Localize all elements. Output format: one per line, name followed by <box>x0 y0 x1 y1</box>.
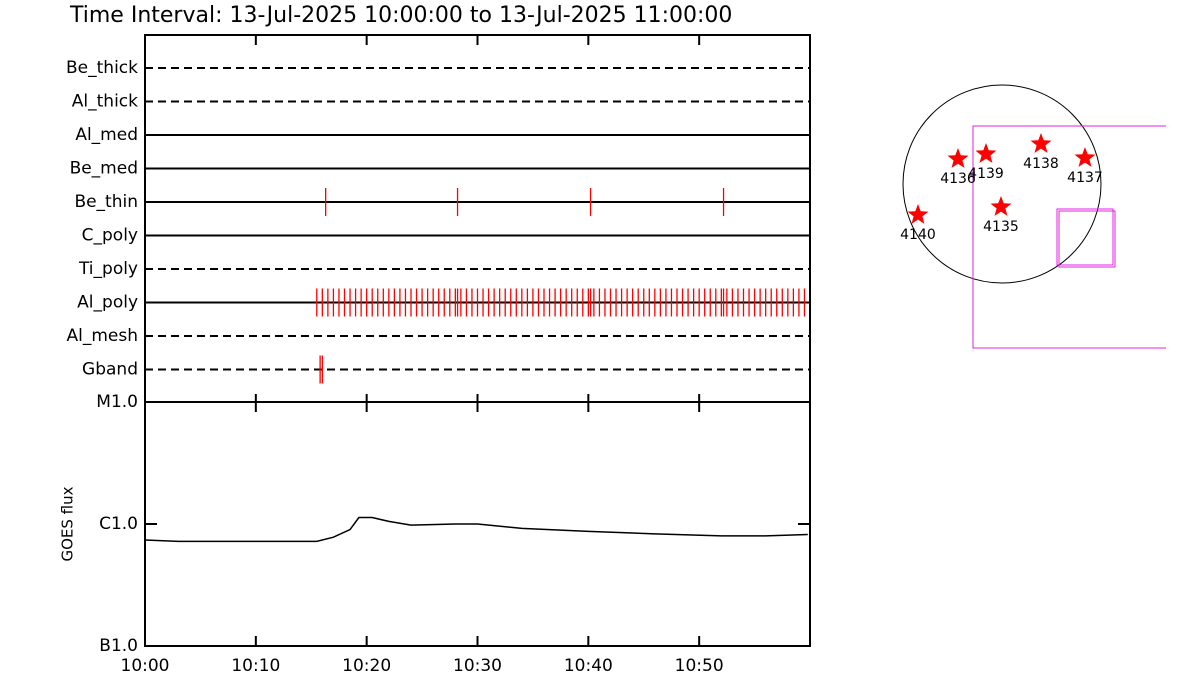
row-label: Be_thin <box>74 192 138 212</box>
goes-line <box>144 516 808 543</box>
fov-box-small <box>1058 210 1116 268</box>
row-label: Al_mesh <box>66 326 138 346</box>
row-label: Be_med <box>70 159 138 179</box>
region-label: 4140 <box>900 227 936 243</box>
region-marker <box>975 143 997 163</box>
y-tick-label: C1.0 <box>99 514 138 534</box>
x-tick-label: 10:50 <box>675 656 724 676</box>
region-label: 4135 <box>983 219 1019 235</box>
x-tick-label: 10:40 <box>564 656 613 676</box>
region-marker <box>1030 133 1052 153</box>
fov-box <box>972 125 1166 349</box>
region-marker <box>907 204 929 224</box>
row-label: Be_thick <box>66 58 138 78</box>
region-label: 4139 <box>968 166 1004 182</box>
x-tick-label: 10:00 <box>121 656 170 676</box>
row-label: C_poly <box>82 226 138 246</box>
region-marker <box>990 196 1012 216</box>
fov-box-small <box>1056 208 1114 266</box>
row-label: Al_thick <box>72 92 138 112</box>
region-marker <box>1074 147 1096 167</box>
x-tick-label: 10:30 <box>453 656 502 676</box>
row-label: Gband <box>82 360 138 380</box>
y-axis-label: GOES flux <box>59 486 77 561</box>
region-label: 4137 <box>1067 170 1103 186</box>
plot-frame <box>144 34 811 647</box>
row-label: Al_med <box>75 125 138 145</box>
solar-disk <box>902 84 1102 284</box>
x-tick-label: 10:20 <box>342 656 391 676</box>
chart-title: Time Interval: 13-Jul-2025 10:00:00 to 1… <box>69 3 732 28</box>
row-label: Ti_poly <box>78 259 138 279</box>
y-tick-label: B1.0 <box>99 636 138 656</box>
row-label: Al_poly <box>77 293 138 313</box>
region-marker <box>947 148 969 168</box>
x-tick-label: 10:10 <box>231 656 280 676</box>
region-label: 4136 <box>940 171 976 187</box>
y-tick-label: M1.0 <box>96 392 138 412</box>
region-label: 4138 <box>1023 156 1059 172</box>
